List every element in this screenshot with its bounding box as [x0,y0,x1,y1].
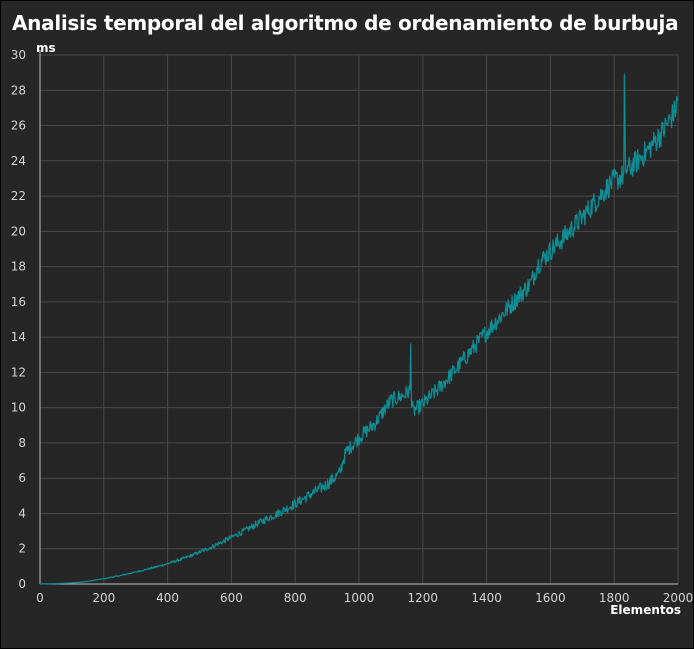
y-tick-label: 12 [11,365,26,379]
chart-title: Analisis temporal del algoritmo de orden… [12,11,679,35]
grid-lines [39,50,679,585]
x-tick-label: 600 [220,591,243,605]
x-tick-label: 200 [92,591,115,605]
x-tick-label: 1600 [535,591,566,605]
y-tick-label: 0 [18,577,26,591]
y-tick-label: 28 [11,83,26,97]
y-tick-label: 20 [11,224,26,238]
x-tick-label: 1400 [471,591,502,605]
x-tick-label: 0 [36,591,44,605]
x-axis-ticks: 0 200 400 600 800 1000 1200 1400 1600 1800 2000 [36,591,693,605]
x-axis-label: Elementos [610,603,681,617]
y-tick-label: 18 [11,260,26,274]
y-tick-label: 6 [18,471,26,485]
y-tick-label: 22 [11,189,26,203]
y-axis-label: ms [36,41,56,55]
y-tick-label: 14 [11,330,26,344]
y-tick-label: 30 [11,48,26,62]
x-tick-label: 1000 [344,591,375,605]
y-tick-label: 10 [11,401,26,415]
series-line [39,73,679,585]
x-tick-label: 1200 [408,591,439,605]
x-tick-label: 400 [156,591,179,605]
y-tick-label: 24 [11,154,26,168]
series-group [39,73,679,585]
y-tick-label: 4 [18,506,26,520]
x-tick-label: 2000 [663,591,694,605]
y-tick-label: 2 [18,542,26,556]
x-tick-label: 800 [284,591,307,605]
y-tick-label: 16 [11,295,26,309]
y-tick-label: 8 [18,436,26,450]
x-tick-label: 1800 [599,591,630,605]
y-tick-label: 26 [11,119,26,133]
